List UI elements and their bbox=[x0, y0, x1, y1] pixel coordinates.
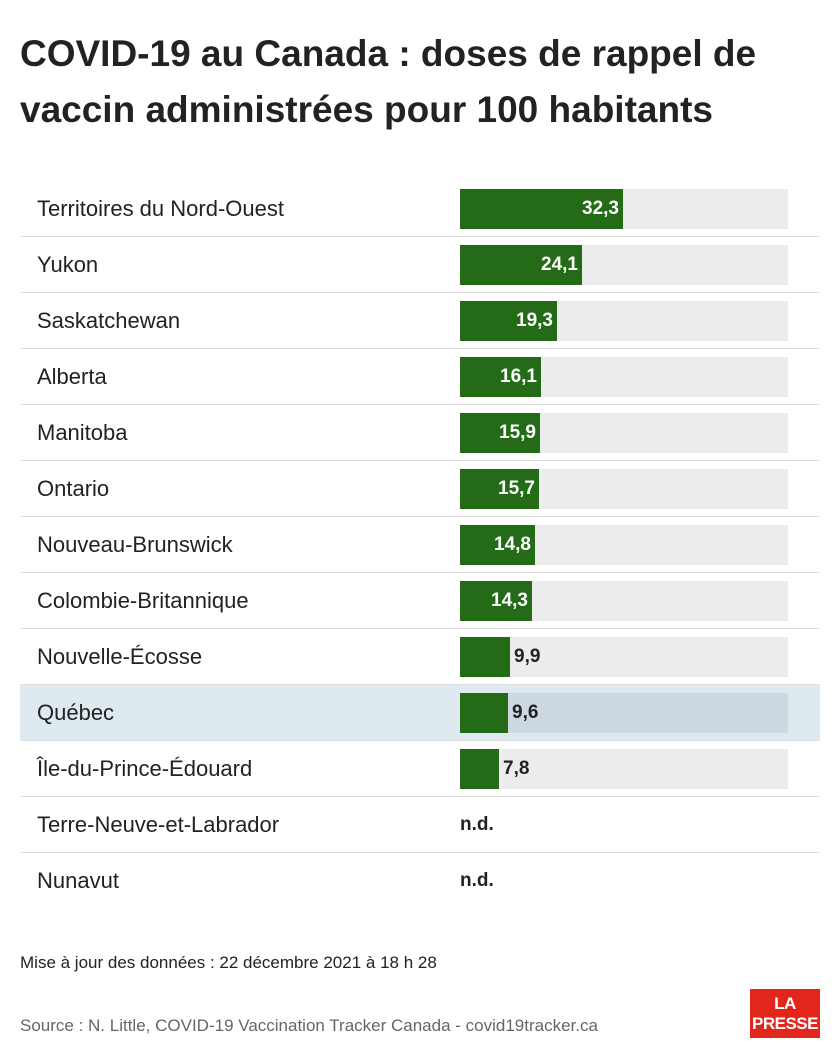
bar bbox=[460, 413, 540, 453]
category-label: Manitoba bbox=[37, 420, 128, 445]
value-label: 19,3 bbox=[516, 310, 553, 331]
bar bbox=[460, 749, 499, 789]
bar bbox=[460, 469, 539, 509]
category-label: Yukon bbox=[37, 252, 99, 277]
category-label: Québec bbox=[37, 700, 115, 725]
bar bbox=[460, 245, 582, 285]
chart-row: Nouveau-Brunswick 14,8 bbox=[20, 517, 820, 573]
category-label: Terre-Neuve-et-Labrador bbox=[37, 812, 280, 837]
bar-track bbox=[460, 189, 788, 229]
bar-track bbox=[460, 693, 788, 733]
bar-track bbox=[460, 301, 788, 341]
category-label: Nouveau-Brunswick bbox=[37, 532, 233, 557]
logo-line-2: PRESSE bbox=[752, 1014, 818, 1033]
category-label: Ontario bbox=[37, 476, 110, 501]
chart-row: Saskatchewan 19,3 bbox=[20, 293, 820, 349]
bar bbox=[460, 581, 532, 621]
bar-chart: Territoires du Nord-Ouest 32,3 Yukon 24,1 Sa… bbox=[20, 181, 820, 908]
value-label: 14,3 bbox=[491, 590, 528, 611]
chart-row: Île-du-Prince-Édouard 7,8 bbox=[20, 741, 820, 797]
category-label: Colombie-Britannique bbox=[37, 588, 249, 613]
la-presse-logo: LA PRESSE bbox=[750, 989, 820, 1038]
logo-line-1: LA bbox=[774, 994, 796, 1013]
bar-track bbox=[460, 749, 788, 789]
value-label: 16,1 bbox=[500, 366, 537, 387]
chart-row: Ontario 15,7 bbox=[20, 461, 820, 517]
chart-row: Yukon 24,1 bbox=[20, 237, 820, 293]
bar-track bbox=[460, 581, 788, 621]
bar-track bbox=[460, 357, 788, 397]
bar bbox=[460, 301, 557, 341]
bar bbox=[460, 637, 510, 677]
bar-track bbox=[460, 413, 788, 453]
chart-row: Alberta 16,1 bbox=[20, 349, 820, 405]
category-label: Alberta bbox=[37, 364, 107, 389]
value-label: 24,1 bbox=[541, 254, 578, 275]
value-label: 7,8 bbox=[503, 758, 530, 779]
value-label: 9,9 bbox=[514, 646, 541, 667]
bar-track bbox=[460, 637, 788, 677]
chart-title: COVID-19 au Canada : doses de rappel de … bbox=[20, 33, 757, 130]
bar-track bbox=[460, 469, 788, 509]
update-note: Mise à jour des données : 22 décembre 20… bbox=[20, 953, 437, 972]
category-label: Nunavut bbox=[37, 868, 119, 893]
value-label: 15,9 bbox=[499, 422, 536, 443]
bar-track bbox=[460, 525, 788, 565]
bar bbox=[460, 525, 535, 565]
chart-row: Nunavut n.d. bbox=[20, 853, 820, 908]
category-label: Territoires du Nord-Ouest bbox=[37, 196, 284, 221]
chart-row: Nouvelle-Écosse 9,9 bbox=[20, 629, 820, 685]
chart-row: Terre-Neuve-et-Labrador n.d. bbox=[20, 797, 820, 853]
chart-row: Québec 9,6 bbox=[20, 685, 820, 741]
value-label: 14,8 bbox=[494, 534, 531, 555]
value-label: 32,3 bbox=[582, 198, 619, 219]
chart-row: Manitoba 15,9 bbox=[20, 405, 820, 461]
value-label: n.d. bbox=[460, 814, 494, 835]
bar-track bbox=[460, 245, 788, 285]
chart-row: Territoires du Nord-Ouest 32,3 bbox=[20, 181, 820, 237]
bar bbox=[460, 189, 623, 229]
chart-row: Colombie-Britannique 14,3 bbox=[20, 573, 820, 629]
category-label: Saskatchewan bbox=[37, 308, 181, 333]
bar bbox=[460, 693, 508, 733]
category-label: Île-du-Prince-Édouard bbox=[37, 756, 253, 781]
bar bbox=[460, 357, 541, 397]
value-label: 15,7 bbox=[498, 478, 535, 499]
value-label: n.d. bbox=[460, 870, 494, 891]
category-label: Nouvelle-Écosse bbox=[37, 644, 203, 669]
value-label: 9,6 bbox=[512, 702, 539, 723]
source-note: Source : N. Little, COVID-19 Vaccination… bbox=[20, 1016, 598, 1035]
